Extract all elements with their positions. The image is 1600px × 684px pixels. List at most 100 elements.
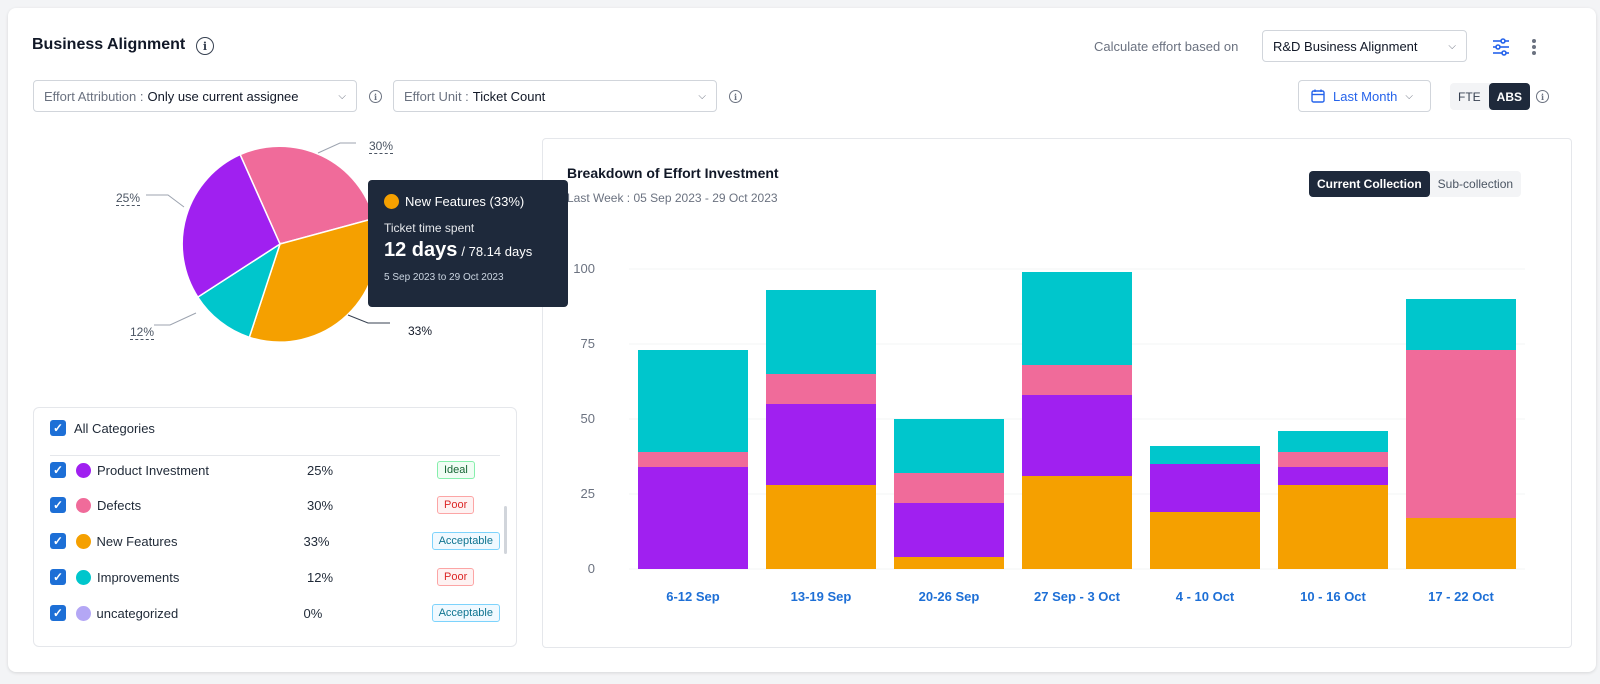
bar-segment[interactable] [1022, 476, 1132, 569]
legend-row[interactable]: ✓ Defects 30% Poor [50, 493, 500, 517]
bar-segment[interactable] [766, 374, 876, 404]
tab-current-collection[interactable]: Current Collection [1309, 171, 1430, 197]
pie-label-features: 33% [408, 324, 433, 338]
bar-segment[interactable] [1022, 272, 1132, 365]
y-tick-label: 25 [581, 486, 595, 501]
legend-name: uncategorized [96, 605, 179, 621]
bar-segment[interactable] [766, 290, 876, 374]
chart-title: Breakdown of Effort Investment [567, 165, 779, 181]
x-tick-label[interactable]: 27 Sep - 3 Oct [1034, 589, 1121, 604]
bar-segment[interactable] [894, 419, 1004, 473]
legend-dot [75, 605, 91, 621]
scrollbar[interactable] [504, 506, 507, 554]
effort-attribution-select[interactable]: Effort Attribution : Only use current as… [33, 80, 357, 112]
chevron-down-icon: ⌵ [1405, 90, 1413, 102]
status-badge: Ideal [437, 461, 475, 479]
x-tick-label[interactable]: 10 - 16 Oct [1300, 589, 1366, 604]
filter-settings-icon[interactable] [1490, 36, 1512, 58]
bar-segment[interactable] [1150, 464, 1260, 512]
calc-effort-select[interactable]: R&D Business Alignment ⌵ [1262, 30, 1467, 62]
legend-name: Defects [97, 497, 142, 513]
legend-name: Improvements [97, 569, 180, 585]
legend-name: Product Investment [97, 462, 209, 478]
checkbox-all[interactable]: ✓ [50, 420, 66, 436]
bar-segment[interactable] [1278, 452, 1388, 467]
bar-segment[interactable] [1022, 365, 1132, 395]
legend-pct: 25% [307, 462, 334, 478]
effort-unit-select[interactable]: Effort Unit : Ticket Count ⌵ [393, 80, 717, 112]
pie-slice-product[interactable] [181, 153, 281, 299]
bar-segment[interactable] [1150, 446, 1260, 464]
calendar-icon [1311, 89, 1325, 103]
tooltip-dates: 5 Sep 2023 to 29 Oct 2023 [384, 272, 504, 283]
x-tick-label[interactable]: 4 - 10 Oct [1176, 589, 1235, 604]
checkbox[interactable]: ✓ [50, 533, 66, 549]
checkbox[interactable]: ✓ [50, 605, 66, 621]
bar-segment[interactable] [894, 503, 1004, 557]
pie-slice-improvements[interactable] [196, 242, 282, 339]
x-tick-label[interactable]: 17 - 22 Oct [1428, 589, 1494, 604]
date-range-label: Last Month [1333, 88, 1398, 104]
status-badge: Acceptable [431, 604, 500, 622]
legend-row[interactable]: ✓ Product Investment 25% Ideal [50, 458, 500, 482]
info-icon[interactable]: i [1536, 90, 1549, 103]
toggle-fte[interactable]: FTE [1458, 89, 1481, 104]
legend-pct: 30% [307, 497, 334, 513]
bar-segment[interactable] [1150, 512, 1260, 569]
tab-sub-collection[interactable]: Sub-collection [1437, 177, 1514, 191]
calc-effort-label: Calculate effort based on [1094, 39, 1239, 54]
checkbox[interactable]: ✓ [50, 569, 66, 585]
more-vertical-icon[interactable] [1527, 36, 1541, 58]
tooltip-subtitle: Ticket time spent [384, 221, 475, 235]
bar-segment[interactable] [638, 350, 748, 452]
x-tick-label[interactable]: 6-12 Sep [666, 589, 720, 604]
legend-dot [76, 497, 91, 513]
pie-label-defects: 30% [369, 139, 394, 154]
checkbox[interactable]: ✓ [50, 497, 66, 513]
all-categories-label: All Categories [74, 420, 155, 436]
checkbox[interactable]: ✓ [50, 462, 66, 478]
legend-pct: 0% [303, 605, 323, 621]
effort-unit-value: Ticket Count [472, 88, 546, 104]
chevron-down-icon: ⌵ [1448, 40, 1456, 52]
page-title: Business Alignment [32, 36, 186, 53]
legend-dot [76, 462, 91, 478]
info-icon[interactable]: i [729, 90, 742, 103]
fte-abs-toggle: FTE ABS [1450, 83, 1531, 110]
pie-chart [146, 142, 390, 343]
y-tick-label: 0 [588, 561, 595, 576]
legend-dot [384, 194, 399, 209]
y-tick-label: 100 [573, 261, 595, 276]
bar-segment[interactable] [1278, 431, 1388, 452]
bar-segment[interactable] [638, 452, 748, 467]
x-tick-label[interactable]: 13-19 Sep [791, 589, 852, 604]
bar-segment[interactable] [1406, 350, 1516, 518]
all-categories-row[interactable]: ✓ All Categories [50, 420, 155, 436]
info-icon[interactable]: i [196, 37, 214, 55]
bar-segment[interactable] [894, 557, 1004, 569]
category-legend: ✓ All Categories ✓ Product Investment 25… [33, 407, 517, 647]
legend-row[interactable]: ✓ uncategorized 0% Acceptable [50, 601, 500, 625]
bar-segment[interactable] [766, 485, 876, 569]
info-icon[interactable]: i [369, 90, 382, 103]
x-tick-label[interactable]: 20-26 Sep [919, 589, 980, 604]
legend-pct: 12% [307, 569, 334, 585]
status-badge: Acceptable [431, 532, 500, 550]
pie-label-improvements: 12% [130, 325, 155, 340]
bar-segment[interactable] [1022, 395, 1132, 476]
bar-segment[interactable] [1406, 518, 1516, 569]
legend-row[interactable]: ✓ New Features 33% Acceptable [50, 529, 500, 553]
bar-segment[interactable] [638, 467, 748, 569]
tooltip-value: 12 days [384, 239, 458, 261]
legend-dot [76, 569, 91, 585]
bar-segment[interactable] [894, 473, 1004, 503]
bar-segment[interactable] [1406, 299, 1516, 350]
toggle-abs[interactable]: ABS [1488, 83, 1531, 110]
bar-segment[interactable] [766, 404, 876, 485]
legend-pct: 33% [303, 533, 330, 549]
bar-segment[interactable] [1278, 485, 1388, 569]
status-badge: Poor [437, 568, 475, 586]
date-range-button[interactable]: Last Month ⌵ [1298, 80, 1431, 112]
legend-row[interactable]: ✓ Improvements 12% Poor [50, 565, 500, 589]
bar-segment[interactable] [1278, 467, 1388, 485]
